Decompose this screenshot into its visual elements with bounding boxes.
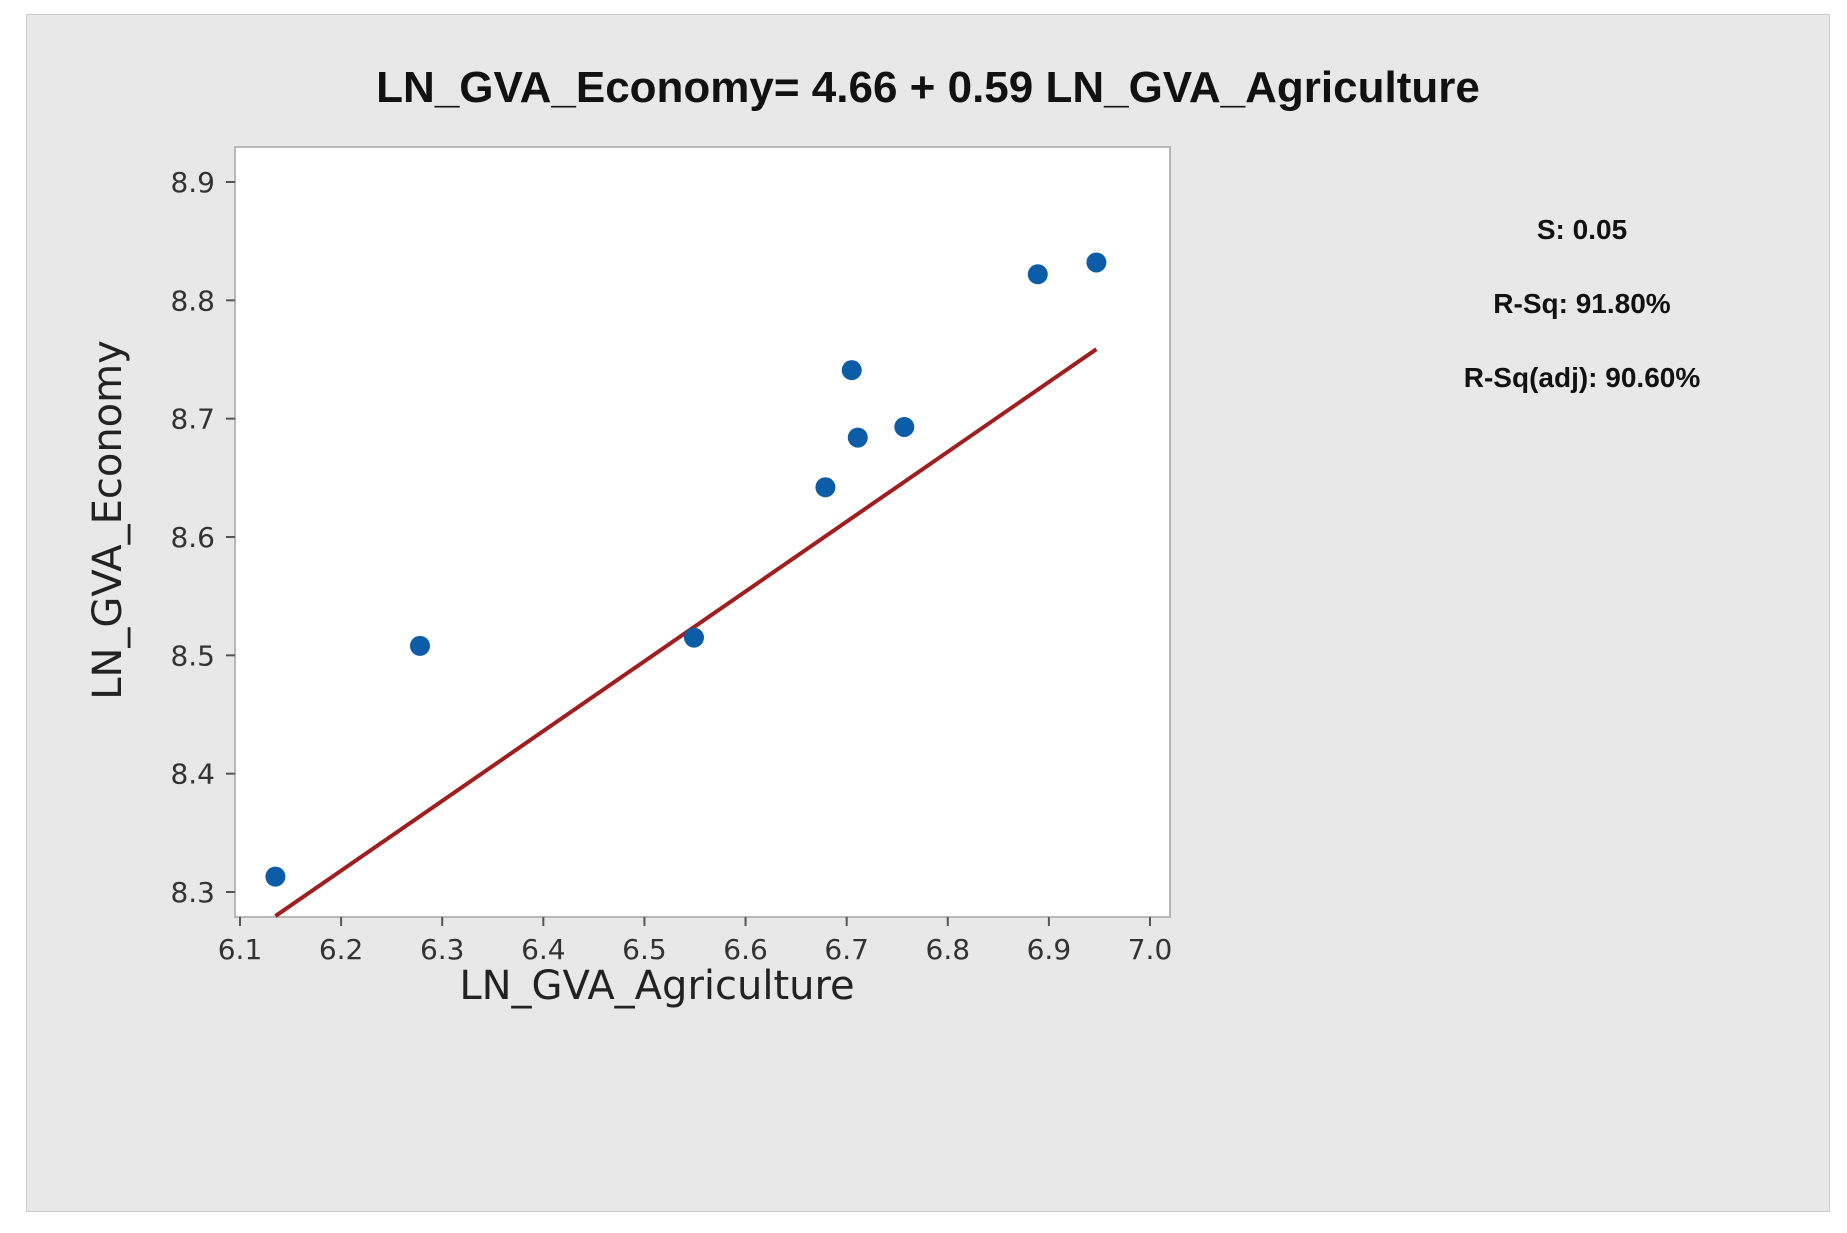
y-tick-label: 8.3: [170, 876, 215, 909]
stat-s: S: 0.05: [1536, 214, 1628, 245]
data-point: [847, 427, 868, 448]
x-tick-label: 6.7: [824, 933, 869, 966]
stat-r-sq: R-Sq: 91.80%: [1493, 288, 1671, 319]
scatter-plot: 8.3 8.4 8.5 8.6 8.7 8.8 8.9 6.1 6.2 6.3 6.4 6.5 6.6…: [85, 146, 1173, 1009]
y-axis-title: LN_GVA_Economy: [85, 340, 131, 700]
plot-area: [234, 146, 1171, 918]
y-tick-label: 8.5: [170, 639, 215, 672]
x-tick-label: 6.3: [420, 933, 465, 966]
y-tick-label: 8.4: [170, 758, 215, 791]
x-axis-title: LN_GVA_Agriculture: [459, 963, 854, 1009]
x-tick-label: 6.6: [723, 933, 768, 966]
data-point: [265, 866, 286, 887]
x-tick-label: 6.5: [622, 933, 667, 966]
stat-r-sq-adj: R-Sq(adj): 90.60%: [1463, 362, 1701, 393]
y-tick-label: 8.7: [170, 403, 215, 436]
data-point: [815, 477, 836, 498]
data-point: [841, 360, 862, 381]
x-tick-label: 6.1: [218, 933, 263, 966]
y-tick-label: 8.8: [170, 284, 215, 317]
points-group: [265, 252, 1107, 887]
x-tick-label: 6.9: [1027, 933, 1072, 966]
model-summary: S: 0.05 R-Sq: 91.80% R-Sq(adj): 90.60%: [1382, 193, 1782, 415]
x-tick-label: 6.2: [319, 933, 364, 966]
y-tick-label: 8.9: [170, 166, 215, 199]
data-point: [409, 635, 430, 656]
x-axis: 6.1 6.2 6.3 6.4 6.5 6.6 6.7 6.8 6.9 7.0: [218, 917, 1173, 966]
data-point: [894, 416, 915, 437]
y-tick-label: 8.6: [170, 521, 215, 554]
x-tick-label: 6.4: [521, 933, 566, 966]
data-point: [1027, 264, 1048, 285]
x-tick-label: 6.8: [926, 933, 971, 966]
x-tick-label: 7.0: [1128, 933, 1173, 966]
data-point: [1086, 252, 1107, 273]
chart-panel: LN_GVA_Economy= 4.66 + 0.59 LN_GVA_Agric…: [26, 14, 1830, 1212]
chart-title: LN_GVA_Economy= 4.66 + 0.59 LN_GVA_Agric…: [376, 63, 1480, 112]
y-axis: 8.3 8.4 8.5 8.6 8.7 8.8 8.9: [170, 166, 235, 909]
data-point: [683, 627, 704, 648]
